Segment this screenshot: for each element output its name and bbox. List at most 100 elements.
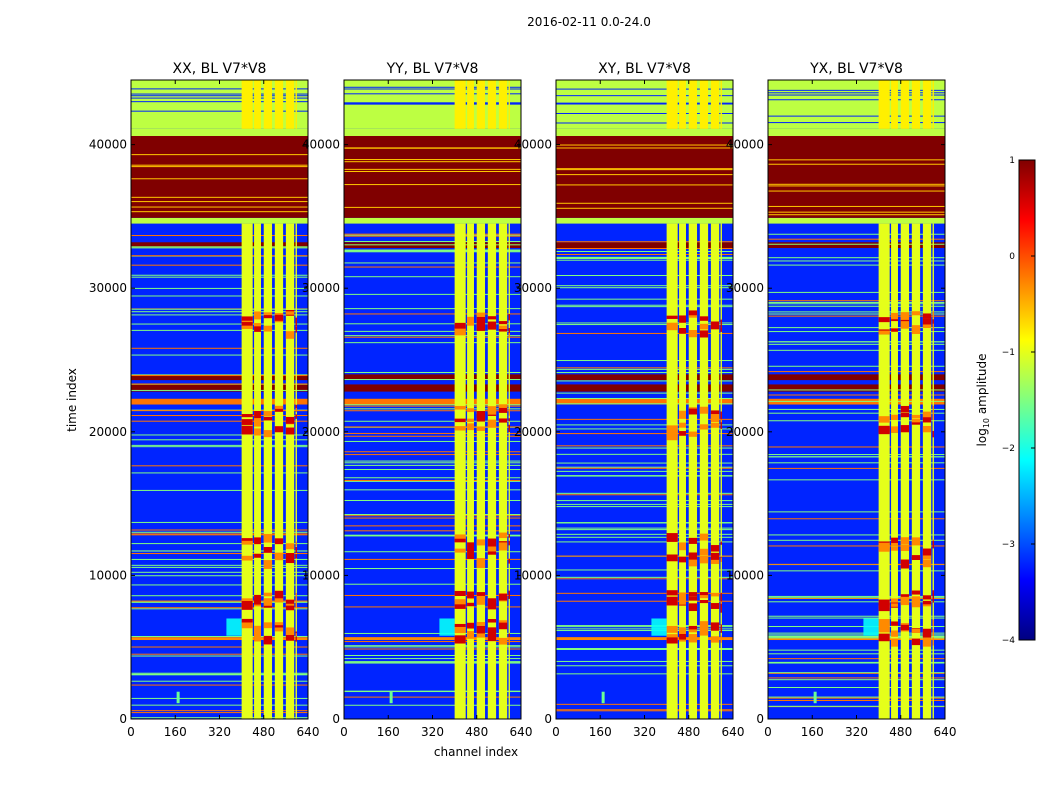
rfi-blip: [601, 691, 605, 704]
rfi-column: [508, 80, 510, 129]
rfi-burst: [932, 628, 934, 637]
rfi-burst: [878, 603, 890, 612]
flag-line: [131, 354, 308, 356]
flag-line: [131, 712, 308, 714]
rfi-column: [467, 80, 474, 129]
rfi-burst: [911, 590, 921, 595]
flag-line: [344, 460, 521, 462]
rfi-burst: [699, 628, 709, 636]
flag-line: [556, 368, 733, 370]
flag-line: [131, 274, 308, 276]
heatmap-band: [131, 637, 308, 641]
flag-line: [344, 410, 521, 412]
rfi-burst: [878, 330, 890, 335]
rfi-burst: [710, 636, 720, 643]
flag-line: [131, 201, 308, 203]
flag-line: [344, 517, 521, 519]
flag-line: [768, 408, 945, 410]
flag-line: [344, 250, 521, 252]
rfi-burst: [679, 329, 686, 334]
rfi-burst: [487, 316, 497, 320]
rfi-column: [254, 223, 261, 719]
x-tick-label: 160: [801, 725, 824, 739]
flag-line: [344, 480, 521, 482]
rfi-burst: [900, 537, 910, 545]
rfi-column: [679, 80, 686, 129]
flag-line: [768, 211, 945, 213]
flag-line: [131, 211, 308, 213]
flag-line: [344, 147, 521, 149]
rfi-column: [274, 223, 284, 719]
x-tick-label: 160: [164, 725, 187, 739]
flag-line: [768, 291, 945, 293]
rfi-column: [241, 223, 253, 719]
colorbar-tick-label: 1: [1009, 156, 1015, 166]
rfi-burst: [891, 312, 898, 320]
flag-line: [131, 255, 308, 257]
heatmap-band: [344, 136, 521, 218]
flag-line: [131, 550, 308, 552]
heatmap: [768, 80, 945, 719]
heatmap-band: [344, 217, 521, 224]
flag-line: [131, 329, 308, 331]
rfi-burst: [911, 419, 921, 423]
rfi-burst: [295, 326, 297, 333]
flag-line: [131, 646, 308, 648]
rfi-burst: [900, 624, 910, 631]
flag-line: [344, 594, 521, 596]
rfi-burst: [498, 620, 508, 625]
rfi-column: [679, 223, 686, 719]
rfi-burst: [688, 634, 698, 643]
rfi-burst: [911, 556, 921, 560]
flag-line: [344, 464, 521, 466]
flag-line: [131, 88, 308, 90]
flag-line: [556, 169, 733, 171]
rfi-column: [285, 80, 295, 129]
flag-line: [556, 541, 733, 543]
flag-line: [131, 489, 308, 491]
flag-line: [556, 372, 733, 374]
flag-line: [131, 166, 308, 168]
flag-line: [768, 672, 945, 674]
rfi-burst: [285, 632, 295, 641]
flag-line: [344, 606, 521, 608]
flag-line: [131, 374, 308, 376]
rfi-glow: [226, 618, 242, 636]
rfi-burst: [688, 559, 698, 567]
rfi-burst: [699, 592, 709, 599]
rfi-burst: [900, 596, 910, 606]
rfi-burst: [263, 592, 273, 597]
rfi-burst: [679, 627, 686, 635]
rfi-column: [900, 80, 910, 129]
flag-line: [768, 341, 945, 343]
flag-line: [344, 558, 521, 560]
flag-line: [556, 492, 733, 494]
rfi-burst: [710, 545, 720, 552]
rfi-burst: [285, 599, 295, 604]
flag-line: [344, 515, 521, 517]
heatmap-band: [768, 242, 945, 249]
flag-line: [344, 499, 521, 501]
rfi-burst: [508, 637, 510, 644]
flag-line: [556, 578, 733, 580]
flag-line: [344, 408, 521, 410]
rfi-burst: [285, 553, 295, 561]
flag-line: [556, 298, 733, 300]
rfi-burst: [932, 619, 934, 627]
rfi-burst: [922, 425, 932, 433]
rfi-column: [263, 223, 273, 719]
panel-yx: YX, BL V7*V8 0 160 320 480 640 0 10000 20000 3000…: [726, 61, 957, 739]
rfi-burst: [891, 638, 898, 647]
flag-line: [131, 314, 308, 316]
rfi-burst: [932, 405, 934, 413]
flag-line: [556, 466, 733, 468]
rfi-burst: [254, 410, 261, 420]
rfi-burst: [679, 542, 686, 551]
rfi-burst: [498, 404, 508, 409]
heatmap-band: [556, 637, 733, 641]
flag-line: [344, 432, 521, 434]
rfi-burst: [911, 537, 921, 546]
flag-line: [768, 570, 945, 572]
flag-line: [768, 183, 945, 185]
flag-line: [768, 539, 945, 541]
